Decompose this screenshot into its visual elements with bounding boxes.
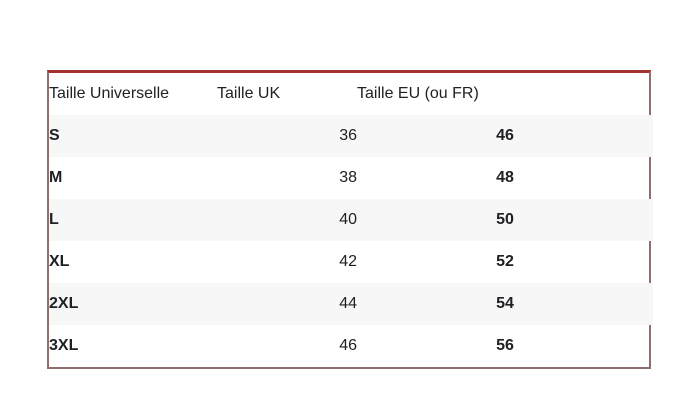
- size-conversion-table: Taille Universelle Taille UK Taille EU (…: [49, 73, 653, 367]
- universal-size-cell: L: [49, 211, 59, 228]
- uk-size-cell: 42: [339, 253, 357, 270]
- table-row: XL 42 52: [49, 241, 653, 283]
- column-header-uk: Taille UK: [217, 85, 281, 102]
- universal-size-cell: XL: [49, 253, 70, 270]
- uk-size-cell: 40: [339, 211, 357, 228]
- table-header: Taille Universelle Taille UK Taille EU (…: [49, 73, 653, 115]
- column-header-eu: Taille EU (ou FR): [357, 85, 479, 102]
- universal-size-cell: 3XL: [49, 337, 79, 354]
- universal-size-cell: 2XL: [49, 295, 79, 312]
- table-row: M 38 48: [49, 157, 653, 199]
- uk-size-cell: 38: [339, 169, 357, 186]
- eu-size-cell: 52: [496, 253, 514, 270]
- table-row: L 40 50: [49, 199, 653, 241]
- table-body: S 36 46 M 38 48 L 40 50 XL 42 52 2XL 44: [49, 115, 653, 367]
- column-header-universal: Taille Universelle: [49, 85, 170, 102]
- universal-size-cell: S: [49, 127, 60, 144]
- table-row: 3XL 46 56: [49, 325, 653, 367]
- eu-size-cell: 46: [496, 127, 514, 144]
- uk-size-cell: 36: [339, 127, 357, 144]
- eu-size-cell: 56: [496, 337, 514, 354]
- uk-size-cell: 46: [339, 337, 357, 354]
- eu-size-cell: 48: [496, 169, 514, 186]
- table-row: S 36 46: [49, 115, 653, 157]
- eu-size-cell: 54: [496, 295, 514, 312]
- universal-size-cell: M: [49, 169, 63, 186]
- table-row: 2XL 44 54: [49, 283, 653, 325]
- eu-size-cell: 50: [496, 211, 514, 228]
- uk-size-cell: 44: [339, 295, 357, 312]
- header-row: Taille Universelle Taille UK Taille EU (…: [49, 73, 653, 115]
- size-chart-table: Taille Universelle Taille UK Taille EU (…: [47, 70, 653, 369]
